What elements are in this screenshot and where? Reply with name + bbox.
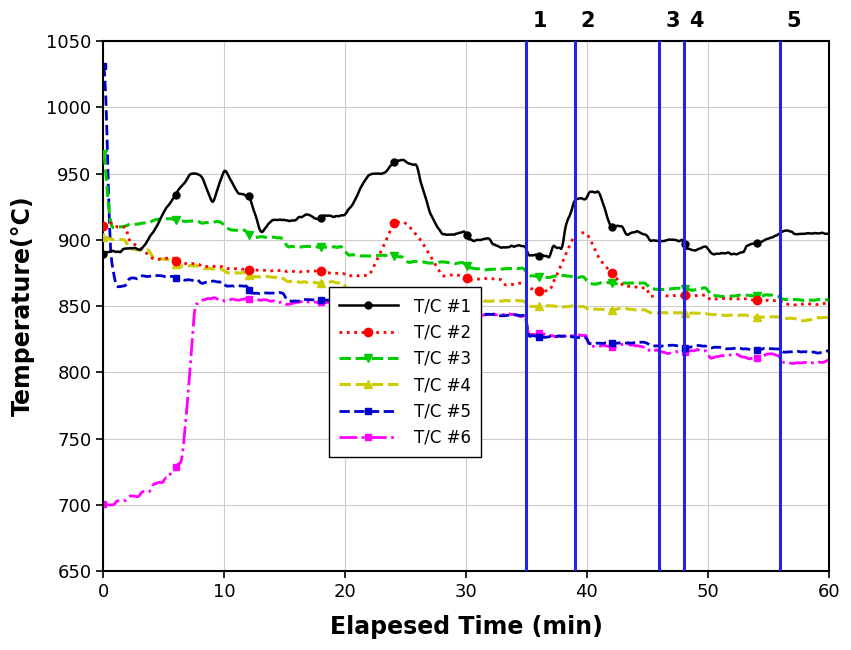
T/C #1 bbox=[99, 250, 109, 257]
T/C #4 bbox=[99, 233, 109, 241]
T/C #4 bbox=[226, 269, 237, 277]
Text: 5: 5 bbox=[786, 10, 801, 31]
T/C #6 bbox=[528, 330, 539, 338]
X-axis label: Elapesed Time (min): Elapesed Time (min) bbox=[329, 615, 603, 639]
Line: T/C #2: T/C #2 bbox=[100, 218, 833, 309]
Legend: T/C #1, T/C #2, T/C #3, T/C #4, T/C #5, T/C #6: T/C #1, T/C #2, T/C #3, T/C #4, T/C #5, … bbox=[329, 287, 482, 457]
T/C #3 bbox=[226, 226, 237, 234]
Text: 4: 4 bbox=[689, 10, 704, 31]
Line: T/C #1: T/C #1 bbox=[100, 157, 832, 261]
T/C #1 bbox=[647, 237, 657, 244]
T/C #6 bbox=[99, 500, 109, 508]
T/C #1 bbox=[824, 230, 834, 238]
Line: T/C #3: T/C #3 bbox=[100, 150, 833, 305]
T/C #6 bbox=[585, 343, 595, 350]
T/C #1 bbox=[398, 156, 408, 164]
T/C #1 bbox=[585, 188, 595, 196]
T/C #4 bbox=[426, 292, 437, 300]
Text: 3: 3 bbox=[665, 10, 680, 31]
T/C #1 bbox=[527, 252, 537, 259]
T/C #5 bbox=[285, 297, 295, 305]
T/C #6 bbox=[208, 294, 219, 302]
Line: T/C #6: T/C #6 bbox=[100, 294, 832, 508]
Text: 1: 1 bbox=[533, 10, 547, 31]
T/C #2 bbox=[790, 301, 800, 309]
T/C #6 bbox=[647, 348, 657, 356]
T/C #2 bbox=[646, 292, 656, 300]
Y-axis label: Temperature(°C): Temperature(°C) bbox=[11, 196, 35, 417]
T/C #2 bbox=[396, 218, 406, 226]
T/C #5 bbox=[824, 346, 834, 354]
T/C #5 bbox=[583, 337, 593, 344]
T/C #2 bbox=[427, 256, 437, 264]
T/C #5 bbox=[426, 307, 437, 315]
T/C #2 bbox=[824, 299, 834, 307]
T/C #5 bbox=[226, 282, 237, 290]
T/C #5 bbox=[813, 349, 823, 357]
T/C #4 bbox=[526, 302, 536, 310]
T/C #4 bbox=[285, 278, 295, 285]
T/C #6 bbox=[287, 300, 297, 307]
T/C #3 bbox=[99, 150, 109, 157]
T/C #2 bbox=[527, 285, 537, 292]
T/C #1 bbox=[427, 214, 437, 222]
T/C #3 bbox=[426, 259, 437, 267]
Text: 2: 2 bbox=[581, 10, 596, 31]
T/C #6 bbox=[105, 501, 115, 509]
T/C #2 bbox=[226, 265, 237, 272]
T/C #1 bbox=[544, 254, 554, 261]
T/C #4 bbox=[798, 317, 808, 325]
T/C #2 bbox=[584, 233, 594, 240]
T/C #6 bbox=[429, 306, 439, 314]
Line: T/C #5: T/C #5 bbox=[100, 62, 832, 356]
T/C #6 bbox=[229, 296, 239, 304]
T/C #3 bbox=[798, 296, 808, 304]
T/C #3 bbox=[644, 283, 654, 291]
T/C #5 bbox=[526, 332, 536, 340]
T/C #5 bbox=[644, 341, 654, 349]
T/C #4 bbox=[644, 308, 654, 316]
T/C #3 bbox=[583, 278, 593, 285]
T/C #1 bbox=[226, 178, 237, 186]
T/C #4 bbox=[583, 305, 593, 313]
T/C #3 bbox=[824, 296, 834, 304]
T/C #5 bbox=[99, 62, 109, 70]
T/C #3 bbox=[285, 243, 295, 251]
T/C #3 bbox=[526, 272, 536, 280]
T/C #2 bbox=[99, 222, 109, 230]
T/C #2 bbox=[285, 267, 295, 275]
T/C #4 bbox=[824, 314, 834, 322]
T/C #1 bbox=[285, 217, 295, 225]
Line: T/C #4: T/C #4 bbox=[100, 233, 833, 325]
T/C #6 bbox=[824, 356, 834, 363]
